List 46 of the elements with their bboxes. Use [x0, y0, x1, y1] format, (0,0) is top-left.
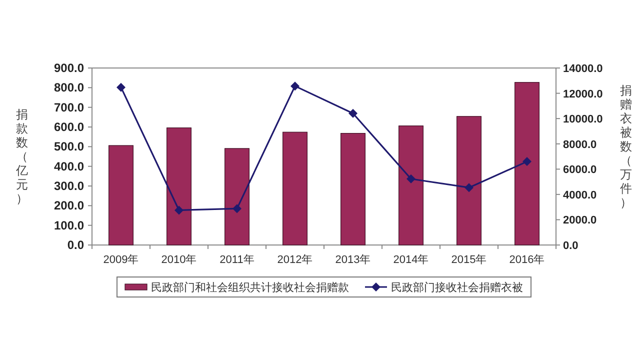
y2-tick-label: 2000.0	[563, 214, 597, 227]
y2-tick-label: 6000.0	[563, 164, 597, 176]
bar	[398, 126, 424, 246]
x-tick-label: 2013年	[335, 254, 371, 266]
y-tick-label: 500.0	[54, 140, 84, 154]
x-tick-label: 2016年	[509, 254, 545, 266]
y-axis-title: 捐款数（亿元）	[15, 108, 28, 206]
bar	[456, 116, 482, 246]
y-tick-label: 300.0	[54, 179, 84, 193]
y-tick-label: 800.0	[54, 80, 84, 95]
point	[406, 174, 416, 184]
point	[116, 82, 126, 92]
y2-tick-label: 14000.0	[563, 63, 603, 75]
legend-label: 民政部门和社会组织共计接收社会捐赠款	[151, 281, 349, 294]
point	[348, 108, 358, 118]
bar	[340, 132, 366, 246]
y-tick-label: 700.0	[54, 100, 84, 114]
point	[174, 206, 184, 215]
y-tick-label: 200.0	[54, 198, 84, 213]
bar	[514, 82, 540, 246]
bar	[108, 145, 134, 246]
point	[522, 157, 532, 166]
text: 捐赠衣被数（万件）	[620, 84, 632, 210]
point	[290, 82, 300, 91]
y2-tick-label: 12000.0	[563, 88, 603, 100]
bar	[166, 127, 192, 246]
x-tick-label: 2010年	[161, 254, 197, 266]
y-tick-label: 100.0	[54, 218, 84, 232]
y-tick-label: 600.0	[54, 120, 84, 134]
legend-label: 民政部门接收社会捐赠衣被	[391, 281, 523, 294]
bar	[282, 132, 308, 246]
x-tick-label: 2009年	[103, 254, 139, 266]
x-tick-label: 2012年	[277, 254, 313, 266]
y2-tick-label: 8000.0	[563, 138, 597, 151]
y-tick-label: 900.0	[54, 61, 84, 75]
y-tick-label: 0.0	[67, 238, 84, 252]
y2-tick-label: 10000.0	[563, 114, 603, 126]
y-tick-label: 400.0	[54, 159, 84, 174]
bar	[224, 148, 250, 246]
x-tick-label: 2014年	[393, 254, 429, 266]
y2-tick-label: 4000.0	[563, 189, 597, 202]
point	[464, 183, 474, 192]
x-tick-label: 2015年	[451, 254, 487, 266]
y2-tick-label: 0.0	[563, 240, 578, 252]
point	[232, 204, 242, 214]
x-tick-label: 2011年	[220, 254, 254, 266]
